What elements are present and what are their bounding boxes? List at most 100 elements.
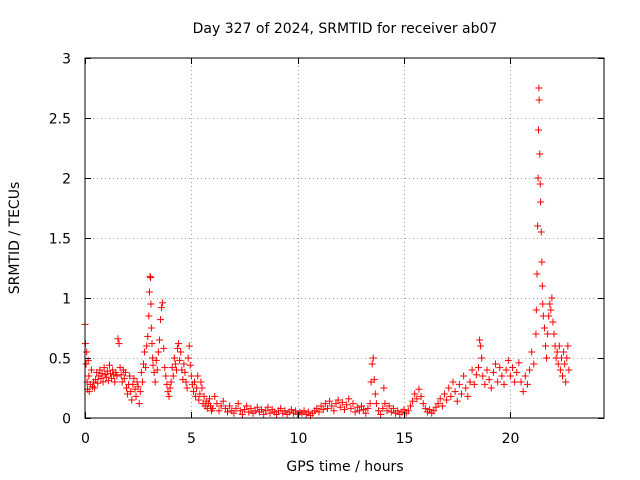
data-point: [313, 404, 321, 412]
data-point: [515, 359, 523, 367]
data-point: [117, 371, 125, 379]
data-point: [513, 368, 521, 376]
data-point: [177, 348, 185, 356]
data-point: [564, 342, 572, 350]
data-point: [533, 270, 541, 278]
data-point: [128, 396, 136, 404]
data-point: [389, 404, 397, 412]
data-point: [230, 409, 238, 417]
data-point: [563, 354, 571, 362]
data-point: [368, 360, 376, 368]
data-point: [509, 364, 517, 372]
data-point: [534, 126, 542, 134]
data-point: [165, 392, 173, 400]
data-point: [281, 407, 289, 415]
data-point: [111, 378, 119, 386]
data-point: [183, 384, 191, 392]
data-point: [565, 366, 573, 374]
data-point: [544, 330, 552, 338]
data-point: [184, 354, 192, 362]
data-point: [114, 335, 122, 343]
data-point: [253, 403, 261, 411]
data-point: [175, 340, 183, 348]
data-point: [136, 388, 144, 396]
data-point: [221, 404, 229, 412]
data-point: [189, 388, 197, 396]
data-point: [528, 348, 536, 356]
data-point: [561, 360, 569, 368]
data-point: [258, 406, 266, 414]
data-point: [161, 364, 169, 372]
data-point: [107, 370, 115, 378]
data-point: [476, 336, 484, 344]
data-point: [321, 400, 329, 408]
data-point: [532, 330, 540, 338]
data-point: [562, 378, 570, 386]
data-point: [170, 354, 178, 362]
data-point: [102, 373, 110, 381]
data-point: [129, 380, 137, 388]
data-point: [455, 380, 463, 388]
data-point: [560, 348, 568, 356]
chart-title: Day 327 of 2024, SRMTID for receiver ab0…: [193, 21, 498, 37]
data-point: [534, 174, 542, 182]
data-point: [126, 372, 134, 380]
data-point: [160, 344, 168, 352]
data-point: [147, 324, 155, 332]
data-point: [381, 400, 389, 408]
data-point: [383, 407, 391, 415]
data-point: [540, 324, 548, 332]
data-point: [537, 198, 545, 206]
data-point: [336, 403, 344, 411]
data-point: [196, 390, 204, 398]
data-point: [157, 316, 165, 324]
data-point: [243, 402, 251, 410]
data-point: [148, 340, 156, 348]
data-point: [377, 410, 385, 418]
data-point: [521, 372, 529, 380]
data-point: [144, 332, 152, 340]
data-point: [194, 372, 202, 380]
data-point: [141, 348, 149, 356]
data-point: [364, 404, 372, 412]
data-point: [198, 384, 206, 392]
x-axis-label: GPS time / hours: [286, 459, 403, 475]
data-point: [264, 403, 272, 411]
data-point: [328, 402, 336, 410]
data-point: [445, 384, 453, 392]
data-point: [236, 407, 244, 415]
y-tick-label: 2.5: [49, 112, 71, 128]
data-point: [487, 384, 495, 392]
data-point: [181, 368, 189, 376]
data-point: [443, 396, 451, 404]
data-point: [547, 306, 555, 314]
data-point: [94, 379, 102, 387]
data-point: [127, 388, 135, 396]
data-point: [147, 274, 155, 282]
data-point: [559, 372, 567, 380]
data-point: [317, 402, 325, 410]
data-point: [158, 304, 166, 312]
plot-frame: [84, 57, 605, 419]
data-point: [145, 312, 153, 320]
data-point: [556, 366, 564, 374]
data-point: [87, 366, 95, 374]
data-point: [315, 408, 323, 416]
data-point: [451, 388, 459, 396]
y-tick-label: 2: [62, 172, 71, 188]
data-point: [432, 403, 440, 411]
data-point: [147, 300, 155, 308]
data-point: [130, 374, 138, 382]
y-axis-label: SRMTID / TECUs: [7, 182, 23, 295]
data-point: [494, 378, 502, 386]
data-point: [536, 150, 544, 158]
data-point: [197, 378, 205, 386]
data-point: [385, 402, 393, 410]
data-point: [475, 364, 483, 372]
data-point: [460, 372, 468, 380]
data-point: [92, 376, 100, 384]
data-point: [436, 395, 444, 403]
data-point: [554, 360, 562, 368]
data-point: [538, 258, 546, 266]
